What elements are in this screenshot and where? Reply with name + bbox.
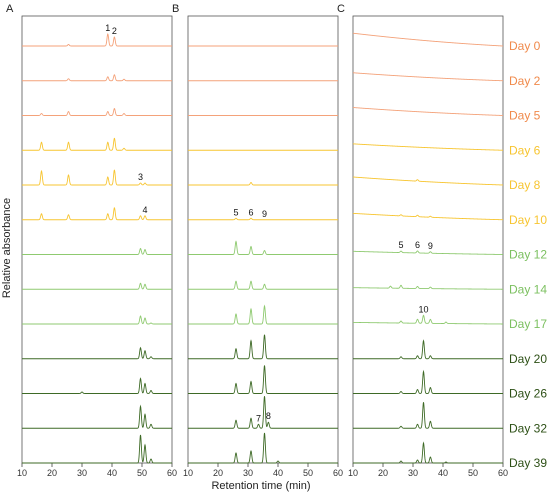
peak-label-1: 1 [105,23,110,33]
x-tick-label: 10 [17,468,27,478]
x-tick-label: 60 [498,468,508,478]
x-tick-label: 40 [438,468,448,478]
trace-a-day-14 [22,282,172,290]
day-label-day-0: Day 0 [509,39,541,53]
x-tick-label: 30 [243,468,253,478]
x-tick-label: 50 [137,468,147,478]
day-label-day-14: Day 14 [509,282,547,296]
trace-a-day-6 [22,137,172,151]
peak-label-7: 7 [256,413,261,423]
x-tick-label: 60 [167,468,177,478]
x-tick-label: 30 [408,468,418,478]
day-label-day-17: Day 17 [509,317,547,331]
panel-label-b: B [172,3,179,15]
x-tick-label: 40 [107,468,117,478]
trace-a-day-26 [22,377,172,394]
peak-label-9: 9 [428,241,433,251]
trace-b-day-8 [188,182,338,186]
trace-c-day-20 [353,339,503,360]
peak-label-10: 10 [418,304,428,314]
panel-label-a: A [6,3,14,15]
trace-a-day-5 [22,108,172,116]
trace-c-day-10 [352,212,504,221]
trace-c-day-6 [352,143,504,151]
trace-c-day-12 [352,250,503,255]
x-tick-label: 40 [273,468,283,478]
peak-label-5: 5 [233,207,238,217]
trace-a-day-10 [22,207,172,221]
trace-a-day-32 [22,404,172,429]
panel-frame-b [187,15,339,464]
trace-c-day-39 [353,441,503,464]
peak-label-5: 5 [398,240,403,250]
trace-b-day-20 [188,334,338,360]
x-tick-label: 60 [333,468,343,478]
peak-label-8: 8 [266,411,271,421]
x-tick-label: 30 [77,468,87,478]
x-axis-title: Retention time (min) [211,480,310,492]
day-label-day-20: Day 20 [509,352,547,366]
peak-label-3: 3 [138,172,143,182]
trace-b-day-14 [188,280,338,290]
peak-label-2: 2 [112,26,117,36]
trace-c-day-32 [353,402,503,429]
trace-b-day-32 [188,396,338,429]
trace-a-day-12 [22,247,172,255]
peak-label-9: 9 [262,209,267,219]
trace-a-day-8 [22,169,172,186]
trace-c-day-0 [352,32,504,47]
trace-a-day-2 [22,74,172,82]
peak-label-6: 6 [248,207,253,217]
trace-a-day-17 [22,315,172,325]
trace-c-day-14 [353,284,503,290]
day-label-day-12: Day 12 [509,248,547,262]
trace-c-day-5 [352,107,504,116]
trace-a-day-20 [22,346,172,360]
trace-c-day-17 [353,314,503,325]
day-label-day-32: Day 32 [509,421,547,435]
peak-label-6: 6 [415,240,420,250]
day-label-day-5: Day 5 [509,109,541,123]
x-tick-label: 20 [47,468,57,478]
trace-c-day-26 [353,369,503,394]
trace-a-day-0 [22,33,172,47]
day-label-day-8: Day 8 [509,178,541,192]
day-label-day-2: Day 2 [509,74,541,88]
trace-c-day-8 [352,176,504,186]
day-label-day-26: Day 26 [509,387,547,401]
trace-b-day-12 [188,240,338,255]
x-tick-label: 10 [183,468,193,478]
peak-label-4: 4 [142,205,147,215]
trace-b-day-10 [188,217,338,221]
x-tick-label: 20 [213,468,223,478]
trace-b-day-26 [188,365,338,394]
day-label-day-10: Day 10 [509,213,547,227]
trace-b-day-17 [188,304,338,325]
trace-a-day-39 [22,434,172,464]
y-axis-title: Relative absorbance [1,198,13,298]
day-label-day-39: Day 39 [509,456,547,470]
x-tick-label: 50 [303,468,313,478]
trace-b-day-39 [188,432,338,464]
day-label-day-6: Day 6 [509,143,541,157]
x-tick-label: 10 [348,468,358,478]
panel-label-c: C [337,3,345,15]
trace-c-day-2 [352,72,504,82]
x-tick-label: 50 [468,468,478,478]
x-tick-label: 20 [378,468,388,478]
